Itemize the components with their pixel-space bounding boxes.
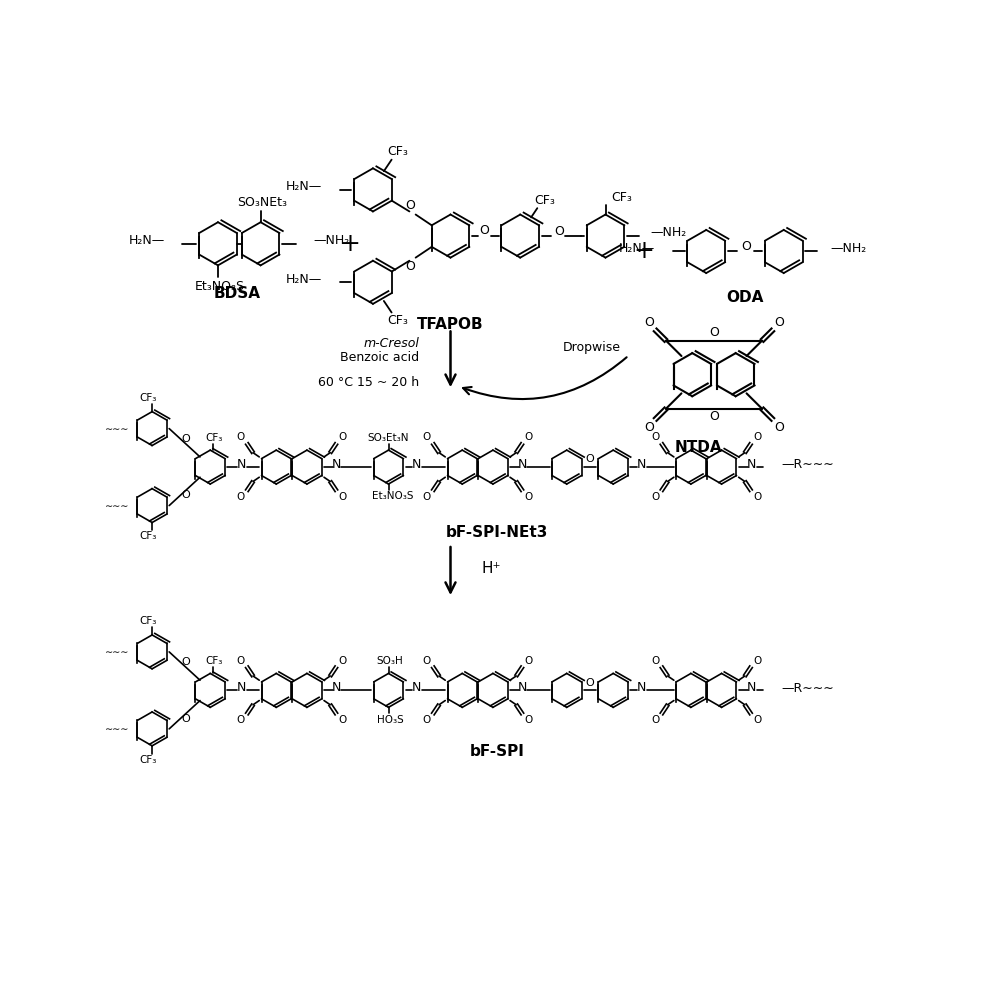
Text: —NH₂: —NH₂ [830, 242, 866, 255]
Text: O: O [237, 656, 245, 666]
Text: CF₃: CF₃ [140, 755, 157, 765]
Text: O: O [182, 713, 191, 723]
Text: —R∼∼∼: —R∼∼∼ [781, 682, 834, 694]
Text: Et₃NO₃S: Et₃NO₃S [195, 281, 245, 294]
Text: H₂N—: H₂N— [129, 234, 165, 247]
Text: Et₃NO₃S: Et₃NO₃S [372, 491, 413, 501]
Text: O: O [753, 715, 761, 725]
Text: Dropwise: Dropwise [563, 341, 621, 354]
Text: O: O [742, 240, 751, 253]
Text: O: O [338, 715, 347, 725]
Text: O: O [554, 225, 564, 238]
Text: O: O [182, 490, 191, 500]
Text: CF₃: CF₃ [205, 656, 223, 666]
Text: —NH₂: —NH₂ [313, 234, 350, 247]
Text: O: O [237, 433, 245, 442]
Text: N: N [412, 457, 421, 470]
Text: H₂N—: H₂N— [286, 273, 322, 286]
Text: O: O [237, 715, 245, 725]
Text: O: O [651, 492, 659, 502]
Text: bF-SPI-NEt3: bF-SPI-NEt3 [446, 525, 548, 540]
Text: O: O [586, 678, 594, 687]
Text: —NH₂: —NH₂ [650, 226, 687, 239]
Text: H₂N—: H₂N— [619, 242, 655, 255]
Text: N: N [746, 681, 756, 693]
Text: NTDA: NTDA [675, 440, 722, 455]
Text: —R∼∼∼: —R∼∼∼ [781, 458, 834, 471]
Text: N: N [237, 457, 246, 470]
Text: CF₃: CF₃ [140, 393, 157, 403]
Text: ODA: ODA [726, 291, 764, 306]
Text: O: O [651, 656, 659, 666]
Text: HO₃S: HO₃S [377, 714, 403, 724]
Text: +: + [339, 232, 360, 256]
Text: ∼∼∼: ∼∼∼ [104, 424, 129, 434]
Text: N: N [746, 457, 756, 470]
Text: O: O [423, 492, 431, 502]
Text: O: O [182, 434, 191, 443]
Text: Benzoic acid: Benzoic acid [340, 351, 420, 364]
Text: N: N [332, 457, 341, 470]
Text: O: O [709, 326, 719, 339]
Text: SO₃Et₃N: SO₃Et₃N [368, 433, 409, 442]
Text: CF₃: CF₃ [140, 616, 157, 626]
Text: SO₃NEt₃: SO₃NEt₃ [237, 195, 287, 208]
Text: N: N [518, 681, 527, 693]
Text: m-Cresol: m-Cresol [364, 337, 420, 350]
Text: O: O [774, 421, 784, 434]
Text: ∼∼∼: ∼∼∼ [104, 501, 129, 511]
Text: N: N [636, 681, 646, 693]
Text: O: O [338, 492, 347, 502]
Text: O: O [338, 656, 347, 666]
Text: N: N [636, 457, 646, 470]
Text: O: O [753, 492, 761, 502]
Text: CF₃: CF₃ [387, 146, 408, 159]
Text: O: O [405, 260, 415, 274]
Text: O: O [524, 492, 533, 502]
Text: H⁺: H⁺ [482, 561, 501, 576]
Text: O: O [182, 657, 191, 668]
Text: CF₃: CF₃ [612, 191, 633, 204]
Text: O: O [338, 433, 347, 442]
Text: CF₃: CF₃ [387, 313, 408, 326]
Text: CF₃: CF₃ [535, 194, 555, 207]
Text: SO₃H: SO₃H [377, 656, 403, 666]
Text: +: + [634, 239, 655, 264]
Text: O: O [524, 656, 533, 666]
Text: N: N [332, 681, 341, 693]
Text: ∼∼∼: ∼∼∼ [104, 647, 129, 657]
Text: 60 °C 15 ~ 20 h: 60 °C 15 ~ 20 h [318, 376, 420, 389]
Text: O: O [709, 410, 719, 423]
Text: bF-SPI: bF-SPI [470, 744, 524, 760]
Text: N: N [412, 681, 421, 693]
Text: O: O [586, 454, 594, 464]
Text: O: O [524, 715, 533, 725]
Text: O: O [774, 315, 784, 328]
Text: O: O [644, 421, 654, 434]
Text: CF₃: CF₃ [140, 532, 157, 542]
Text: O: O [651, 433, 659, 442]
Text: BDSA: BDSA [214, 287, 261, 302]
Text: N: N [237, 681, 246, 693]
Text: O: O [753, 433, 761, 442]
Text: O: O [423, 433, 431, 442]
Text: O: O [753, 656, 761, 666]
Text: O: O [423, 715, 431, 725]
Text: N: N [518, 457, 527, 470]
Text: CF₃: CF₃ [205, 433, 223, 442]
Text: O: O [651, 715, 659, 725]
Text: O: O [405, 198, 415, 211]
Text: O: O [480, 224, 490, 237]
Text: ∼∼∼: ∼∼∼ [104, 724, 129, 734]
Text: O: O [644, 315, 654, 328]
Text: H₂N—: H₂N— [286, 181, 322, 193]
Text: O: O [524, 433, 533, 442]
Text: O: O [237, 492, 245, 502]
Text: TFAPOB: TFAPOB [417, 317, 484, 332]
Text: O: O [423, 656, 431, 666]
